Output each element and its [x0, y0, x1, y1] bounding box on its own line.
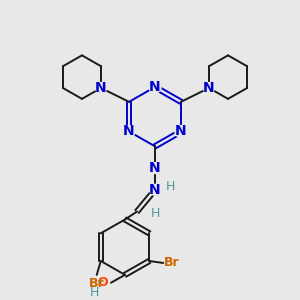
Circle shape — [149, 184, 161, 195]
Text: H: H — [89, 286, 99, 299]
Circle shape — [175, 126, 187, 137]
Circle shape — [95, 82, 106, 93]
Text: Br: Br — [89, 277, 105, 290]
Text: N: N — [95, 81, 107, 95]
Text: N: N — [203, 81, 215, 95]
Text: H: H — [165, 180, 175, 193]
Circle shape — [203, 82, 214, 93]
Circle shape — [149, 81, 161, 93]
Text: N: N — [149, 161, 161, 175]
Circle shape — [123, 126, 135, 137]
Text: Br: Br — [164, 256, 179, 269]
Text: O: O — [98, 276, 108, 289]
Text: N: N — [123, 124, 135, 139]
Text: N: N — [149, 80, 161, 94]
Text: N: N — [175, 124, 187, 139]
Text: H: H — [150, 207, 160, 220]
Text: N: N — [149, 183, 161, 197]
Circle shape — [149, 163, 161, 173]
